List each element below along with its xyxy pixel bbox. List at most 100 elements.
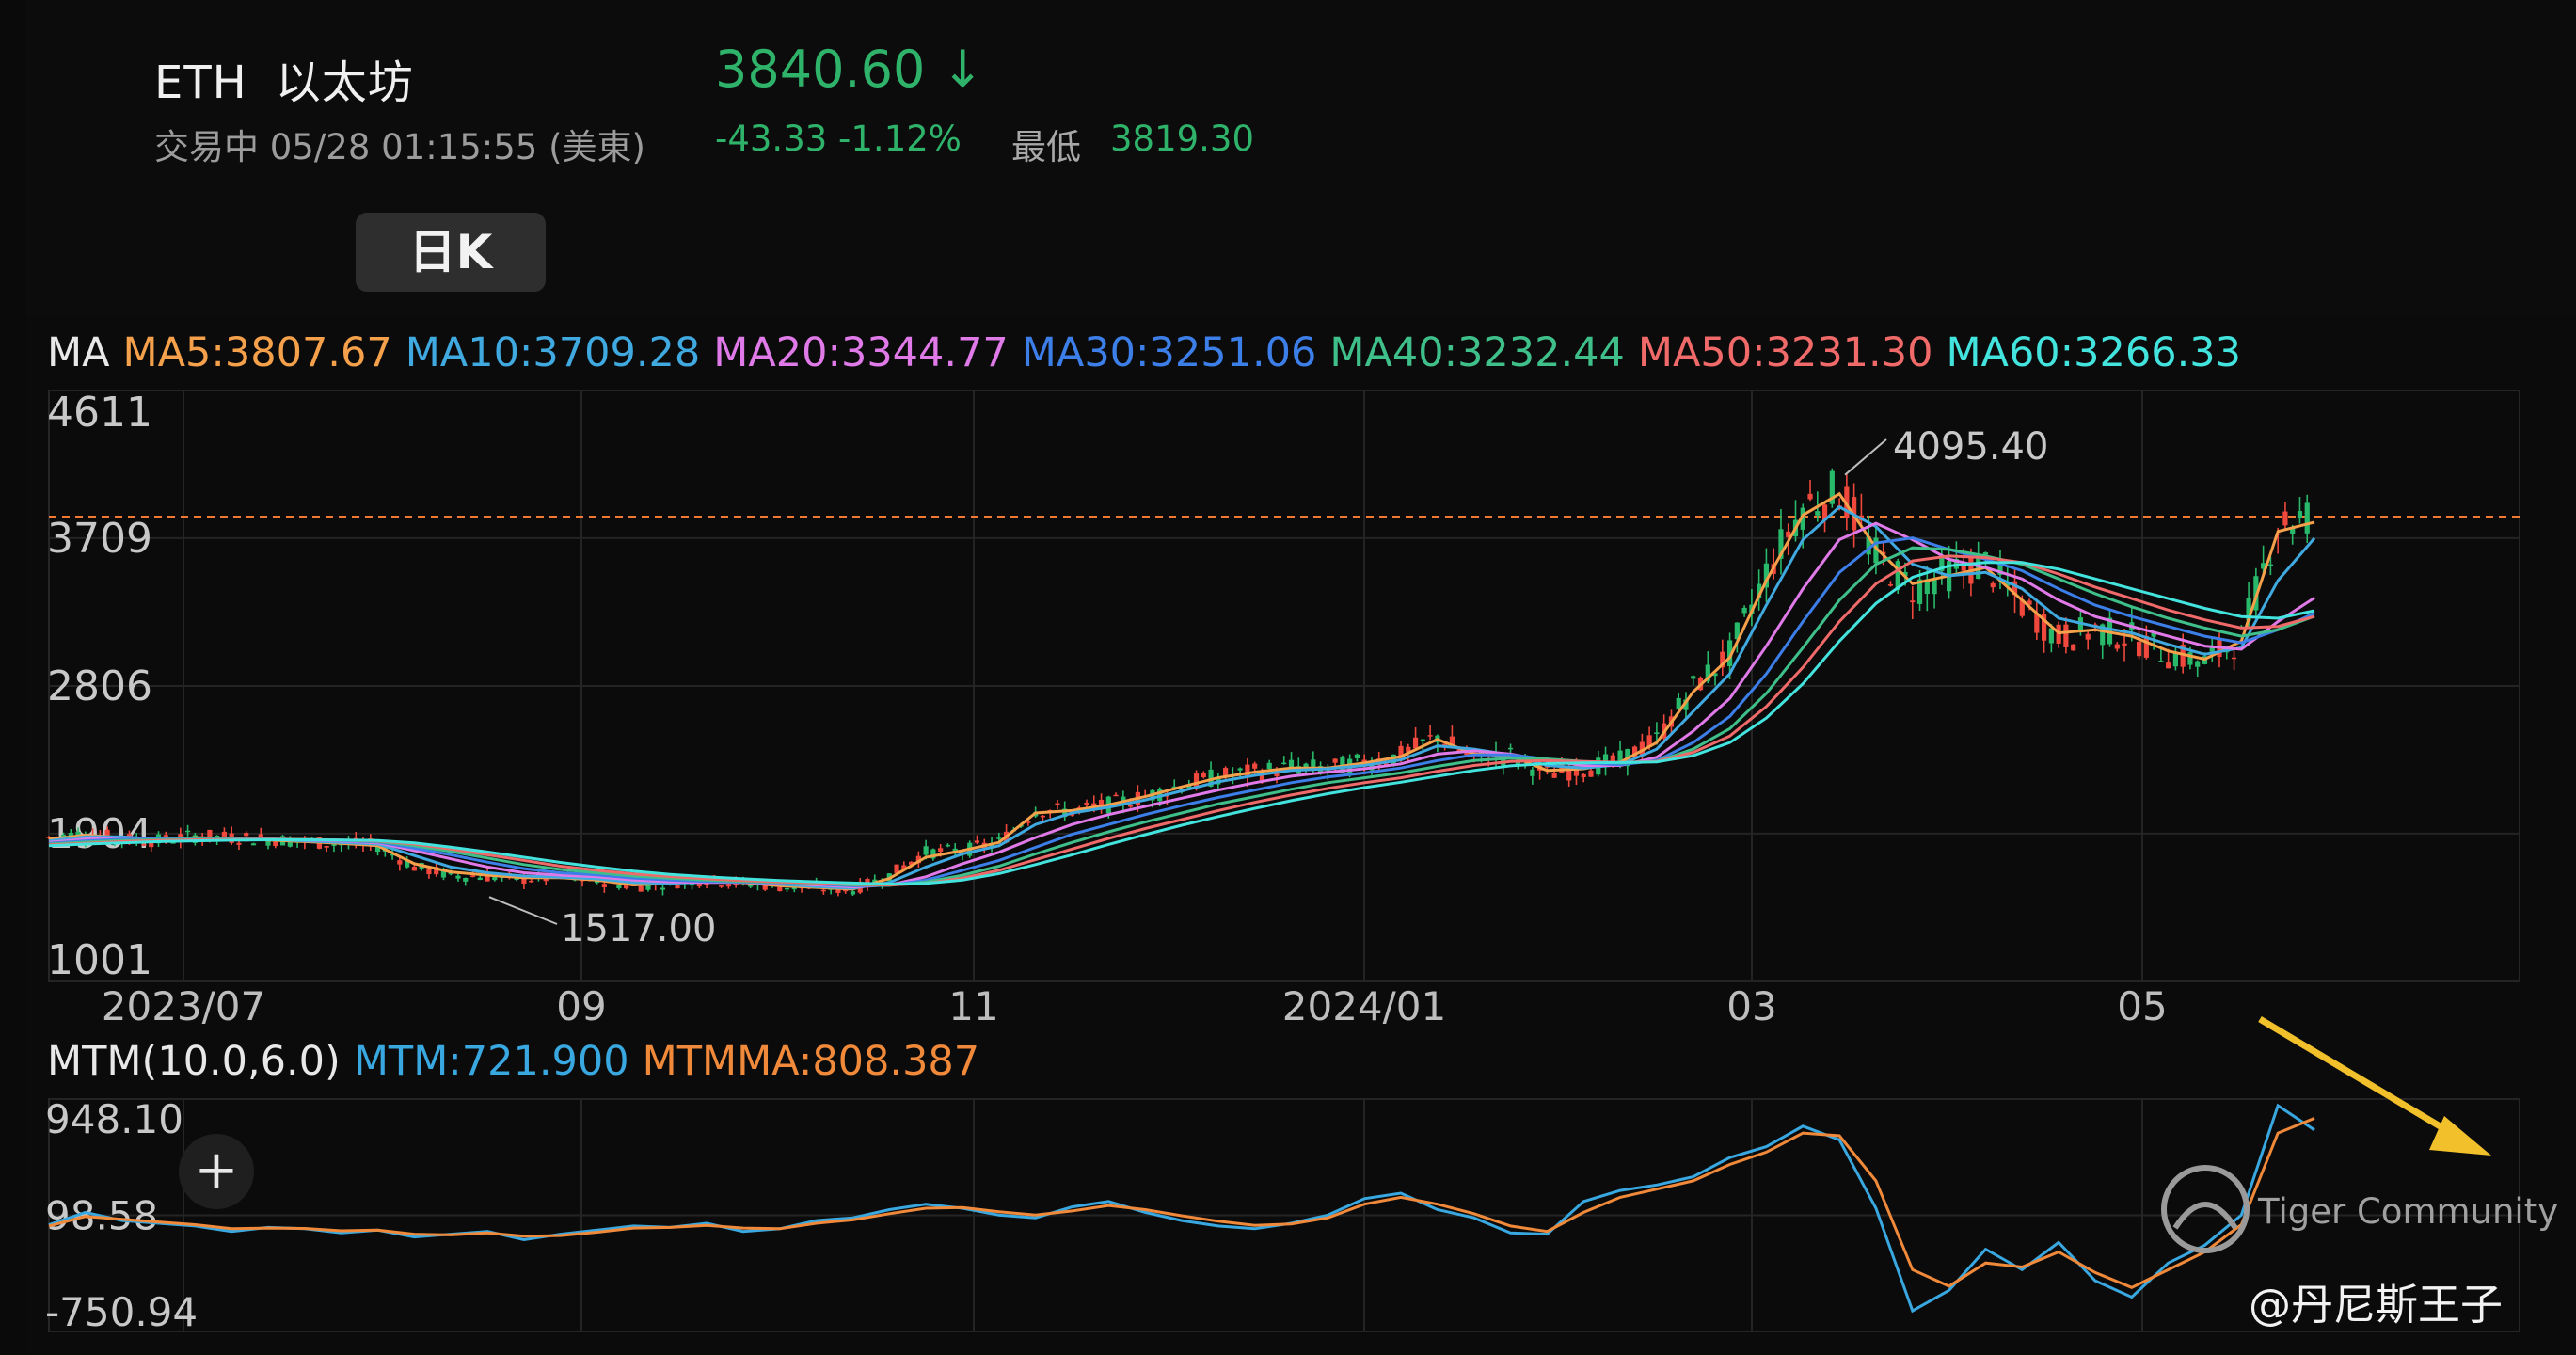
candle-body bbox=[426, 868, 432, 875]
symbol-title: ETH 以太坊 bbox=[154, 45, 442, 111]
candle-body bbox=[1588, 770, 1594, 777]
candle-body bbox=[1720, 651, 1725, 668]
candle-body bbox=[2231, 657, 2237, 660]
candle-body bbox=[1507, 747, 1514, 750]
candle-body bbox=[1055, 803, 1060, 805]
candle-body bbox=[1084, 802, 1089, 805]
mtm-line bbox=[48, 1103, 2315, 1314]
candle-body bbox=[2114, 644, 2120, 649]
candle-body bbox=[1288, 759, 1295, 768]
candle-body bbox=[1113, 794, 1119, 797]
candle-body bbox=[1646, 735, 1652, 747]
ma20-value: MA20:3344.77 bbox=[713, 329, 1009, 376]
candle-body bbox=[521, 876, 527, 885]
candle-body bbox=[2041, 614, 2047, 641]
candle-body bbox=[1186, 785, 1192, 789]
candle-body bbox=[1829, 470, 1835, 504]
candle-body bbox=[469, 875, 476, 877]
x-tick-label: 2023/07 bbox=[102, 983, 265, 1029]
candle-body bbox=[1566, 769, 1572, 781]
ma-line-ma30 bbox=[48, 536, 2315, 887]
author-handle: @丹尼斯王子 bbox=[2249, 1280, 2504, 1330]
candle-body bbox=[258, 834, 263, 838]
candle-body bbox=[2005, 582, 2011, 586]
candle-body bbox=[901, 865, 907, 870]
candle-body bbox=[938, 848, 944, 852]
price-value: 3840.60 bbox=[715, 40, 926, 99]
candle-body bbox=[930, 849, 936, 859]
candle-body bbox=[1420, 739, 1425, 741]
candle-body bbox=[390, 853, 395, 856]
candle-body bbox=[1932, 579, 1937, 595]
candle-body bbox=[529, 880, 534, 883]
candle-body bbox=[1821, 504, 1828, 520]
candle-body bbox=[1676, 697, 1681, 709]
candle-body bbox=[2012, 581, 2018, 596]
candle-body bbox=[1639, 741, 1645, 756]
candle-body bbox=[170, 842, 176, 844]
candle-body bbox=[784, 887, 790, 890]
candle-body bbox=[820, 889, 826, 892]
candle-body bbox=[2297, 511, 2303, 518]
candle-body bbox=[1098, 799, 1105, 808]
mtm-value: MTM:721.900 bbox=[353, 1038, 629, 1085]
candle-body bbox=[265, 838, 271, 846]
candle-body bbox=[46, 837, 52, 838]
x-tick-label: 11 bbox=[948, 983, 998, 1029]
candle-body bbox=[725, 884, 731, 887]
candle-body bbox=[1726, 640, 1733, 666]
candle-body bbox=[2246, 598, 2251, 621]
candle-body bbox=[1581, 773, 1586, 778]
y-tick-label: 1001 bbox=[47, 936, 152, 984]
candle-body bbox=[273, 841, 278, 847]
candle-body bbox=[1763, 563, 1770, 588]
candle-body bbox=[1303, 763, 1309, 768]
candle-body bbox=[974, 840, 980, 843]
mtmma-value: MTMMA:808.387 bbox=[642, 1038, 980, 1085]
candle-body bbox=[696, 884, 702, 887]
candle-body bbox=[915, 855, 921, 864]
candle-body bbox=[1354, 754, 1360, 758]
mtmma-line bbox=[48, 1117, 2315, 1289]
candle-body bbox=[624, 885, 629, 889]
trading-status: 交易中 05/28 01:15:55 (美東) bbox=[154, 127, 645, 167]
candle-body bbox=[2158, 661, 2164, 662]
candle-body bbox=[1252, 763, 1258, 769]
candle-body bbox=[1062, 808, 1068, 818]
candle-body bbox=[762, 885, 768, 890]
candle-body bbox=[1632, 746, 1638, 757]
candle-body bbox=[777, 886, 783, 892]
low-annotation-label: 1517.00 bbox=[561, 907, 716, 950]
tab-daily-k[interactable]: 日K bbox=[356, 213, 546, 292]
mtm-y-tick-label: 948.10 bbox=[45, 1096, 183, 1142]
candle-body bbox=[492, 876, 498, 881]
candle-body bbox=[244, 833, 249, 837]
candle-body bbox=[1332, 758, 1338, 763]
mtm-legend-label: MTM(10.0,6.0) bbox=[47, 1038, 341, 1085]
candle-body bbox=[1902, 571, 1908, 577]
candle-body bbox=[1990, 582, 1996, 588]
candle-body bbox=[2027, 600, 2032, 605]
candle-body bbox=[1412, 737, 1419, 749]
candle-body bbox=[1786, 531, 1791, 537]
candle-body bbox=[1237, 768, 1243, 771]
candle-body bbox=[1171, 786, 1177, 789]
add-indicator-button[interactable]: + bbox=[179, 1134, 254, 1209]
candle-body bbox=[748, 884, 754, 887]
candle-body bbox=[660, 887, 666, 890]
ma-line-ma10 bbox=[48, 504, 2316, 890]
candle-body bbox=[719, 885, 724, 887]
tiger-logo-icon bbox=[2161, 1165, 2250, 1253]
ma-legend: MA MA5:3807.67 MA10:3709.28 MA20:3344.77 MA3… bbox=[47, 329, 2254, 376]
candle-body bbox=[1741, 607, 1747, 614]
ma30-value: MA30:3251.06 bbox=[1021, 329, 1317, 376]
candle-body bbox=[945, 844, 951, 847]
candle-body bbox=[616, 885, 622, 889]
candle-body bbox=[1602, 754, 1609, 767]
candle-body bbox=[923, 846, 929, 855]
candle-body bbox=[908, 861, 914, 865]
candle-body bbox=[2304, 502, 2310, 534]
candle-body bbox=[1866, 536, 1871, 555]
candle-body bbox=[1800, 507, 1805, 530]
